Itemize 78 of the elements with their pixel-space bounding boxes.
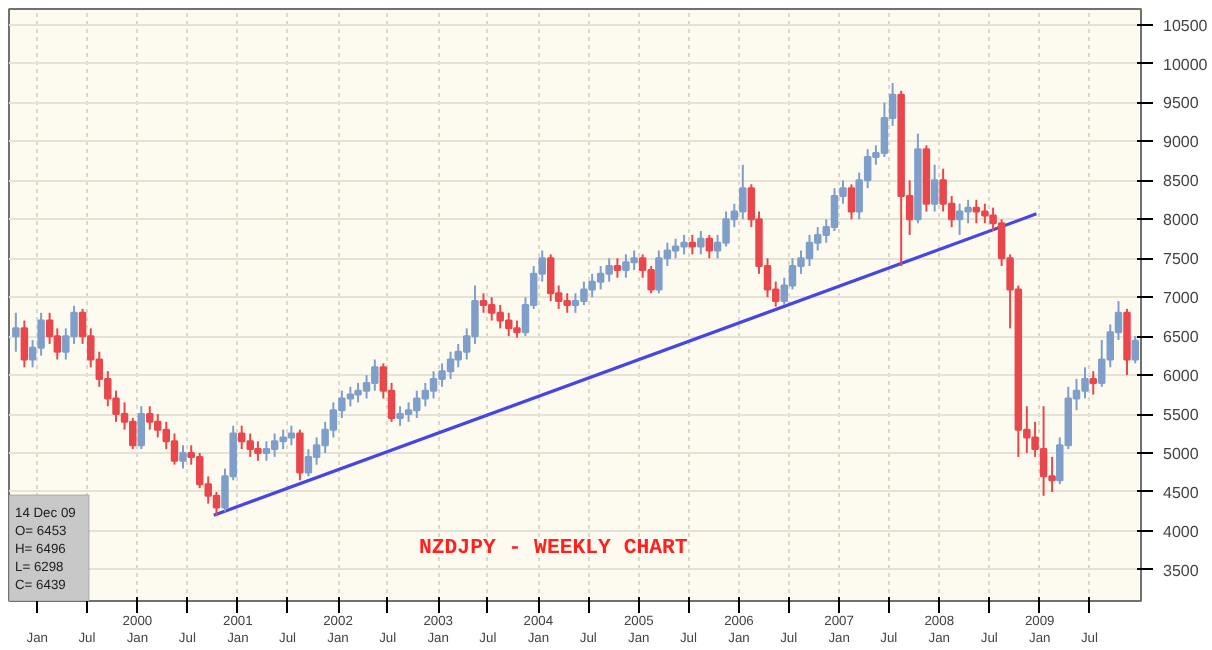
text: NZDJPY - WEEKLY CHART (419, 537, 689, 561)
candlestick (571, 292, 580, 314)
candlestick (137, 405, 146, 451)
candlestick (479, 292, 488, 314)
y-tick-label: 5000 (1163, 445, 1200, 463)
candlestick (429, 370, 438, 400)
candlestick (1131, 335, 1139, 365)
candlestick (813, 226, 822, 252)
y-tick-label: 4500 (1163, 483, 1200, 502)
candlestick (179, 444, 187, 470)
candlestick (446, 350, 455, 380)
candlestick (20, 319, 29, 369)
candlestick (596, 265, 605, 291)
y-tick-label: 4000 (1163, 522, 1200, 541)
candlestick (680, 233, 688, 256)
y-tick-label: 8500 (1163, 172, 1200, 191)
candlestick (1089, 370, 1097, 396)
candlestick (605, 257, 613, 283)
candlestick (421, 381, 430, 408)
candlestick (1123, 307, 1131, 377)
y-tick-label: 7500 (1163, 250, 1200, 269)
y-tick-label: 6500 (1163, 328, 1200, 347)
candlestick (504, 311, 513, 338)
candlestick (262, 440, 271, 462)
candlestick (12, 311, 20, 353)
candlestick (254, 440, 262, 462)
candlestick (212, 490, 221, 518)
candlestick (270, 432, 279, 458)
y-tick-label: 3500 (1163, 561, 1200, 580)
candlestick (153, 413, 162, 439)
y-tick-label: 9500 (1163, 94, 1200, 113)
y-tick-label: 9000 (1163, 133, 1200, 152)
candlestick (588, 272, 596, 299)
candlestick (362, 374, 371, 400)
candlestick (630, 249, 638, 271)
candlestick (396, 405, 404, 427)
candlestick (972, 198, 981, 225)
candlestick (939, 167, 947, 213)
candlestick (146, 405, 154, 431)
candlestick (195, 452, 204, 490)
candlestick (246, 432, 254, 458)
candlestick (580, 280, 588, 306)
candlestick (955, 202, 964, 236)
candlestick (1039, 405, 1048, 497)
y-tick-label: 7000 (1163, 289, 1200, 308)
candlestick (496, 304, 504, 330)
candlestick (404, 401, 413, 423)
y-tick-label: 10500 (1163, 16, 1209, 35)
candlestick (546, 253, 555, 303)
candlestick (739, 163, 747, 221)
candlestick (304, 448, 313, 478)
candlestick (329, 401, 338, 439)
candlestick (371, 358, 379, 392)
candlestick (805, 233, 814, 268)
y-tick-label: 10000 (1163, 55, 1209, 74)
candlestick (697, 230, 705, 256)
candlestick (688, 233, 697, 256)
candlestick (705, 233, 714, 260)
candlestick (613, 257, 622, 279)
y-tick-label: 6000 (1163, 367, 1200, 386)
candlestick (622, 253, 630, 279)
candlestick (880, 101, 889, 158)
candlestick (170, 432, 179, 466)
candlestick (312, 436, 321, 466)
candlestick (279, 428, 287, 451)
candlestick (296, 428, 304, 482)
candlestick (413, 389, 421, 419)
candlestick (981, 202, 989, 225)
y-tick-label: 5500 (1163, 406, 1200, 425)
candlestick (830, 187, 839, 232)
y-tick-label: 8000 (1163, 211, 1200, 230)
candlestick (237, 424, 246, 451)
candlestick (354, 381, 362, 404)
candlestick (930, 163, 939, 213)
candlestick (847, 183, 856, 221)
candlestick (655, 249, 663, 295)
candlestick (563, 292, 571, 314)
candlestick (487, 296, 496, 322)
